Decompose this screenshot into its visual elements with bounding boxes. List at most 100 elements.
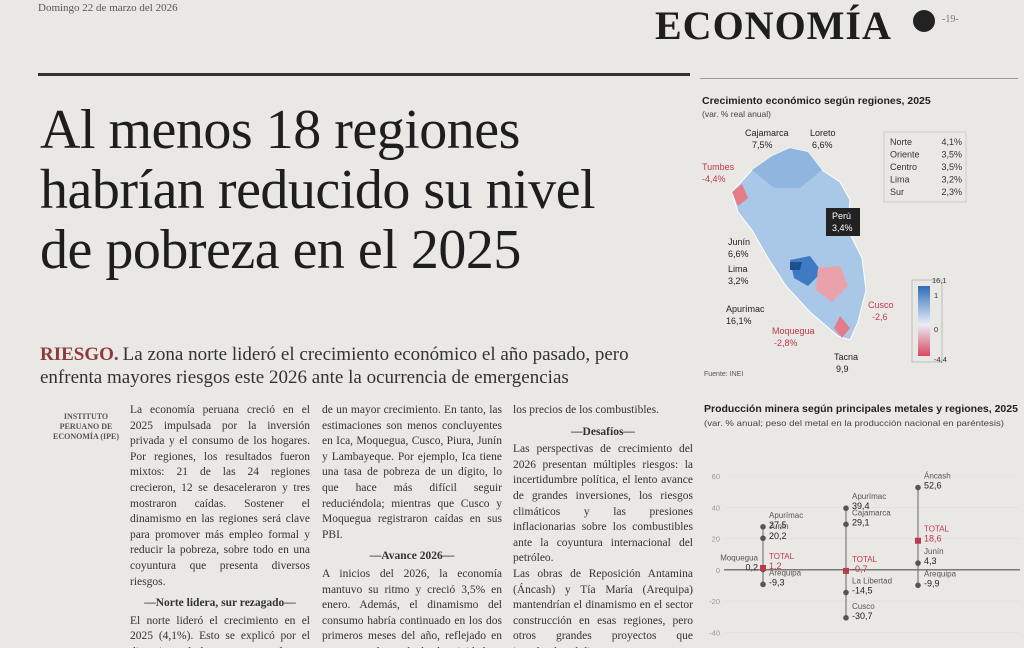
point	[915, 560, 921, 566]
mining-chart: (var. % anual; peso del metal en la prod…	[704, 418, 1020, 637]
value-label: 29,1	[852, 517, 870, 527]
region-name: Moquegua	[772, 326, 815, 336]
zone-value: 4,1%	[941, 137, 962, 147]
region-value: 6,6%	[812, 140, 833, 150]
point-label: Áncash	[924, 472, 951, 481]
date: Domingo 22 de marzo del 2026	[38, 2, 178, 14]
point	[843, 589, 849, 596]
value-label: 4,3	[924, 556, 937, 566]
map-title: Crecimiento económico según regiones, 20…	[702, 95, 931, 107]
region-value: 6,6%	[728, 249, 749, 259]
region-name: Tumbes	[702, 162, 735, 172]
value-label: -14,5	[852, 585, 873, 595]
kicker: RIESGO.	[40, 344, 119, 365]
page-number: -19-	[942, 14, 959, 25]
value-label: 1,2	[769, 561, 782, 571]
total-point	[843, 567, 849, 574]
scale-box	[911, 279, 943, 363]
paragraph: los precios de los combustibles.	[513, 404, 659, 416]
point	[760, 524, 766, 530]
scale-label: 1	[934, 291, 938, 300]
region-name: Apurímac	[726, 304, 765, 314]
scale-label: 16,1	[932, 276, 947, 285]
region-name: Cajamarca	[745, 128, 789, 138]
map-region	[834, 316, 850, 338]
region-value: 3,4%	[832, 223, 853, 233]
subheading: —Norte lidera, sur rezagado—	[144, 597, 296, 610]
value-label: 27,5	[769, 520, 787, 530]
point	[760, 581, 766, 588]
country-box	[826, 208, 860, 236]
subheading: —Desafíos—	[571, 425, 635, 438]
point-label: La Libertad	[852, 576, 892, 585]
point-label: Apurímac	[852, 492, 886, 501]
map	[731, 147, 867, 341]
zone-table	[883, 131, 967, 203]
chart-subtitle: (var. % anual; peso del metal en la prod…	[704, 418, 1004, 428]
paragraph: El norte lideró el crecimiento en el 202…	[130, 614, 310, 648]
point-label: TOTAL	[852, 555, 878, 564]
column: La economía peruana creció en el 2025 im…	[130, 403, 310, 648]
value-label: -9,9	[924, 578, 940, 588]
y-tick-label: 20	[712, 535, 720, 544]
value-label: -0,7	[852, 564, 868, 574]
paragraph: Las obras de Reposición Antamina (Áncash…	[513, 567, 693, 648]
region-name: Junín	[728, 237, 750, 247]
y-tick-label: 0	[716, 566, 720, 575]
y-tick-label: 60	[712, 472, 720, 481]
map-region	[732, 184, 748, 206]
paragraph: A inicios del 2026, la economía mantuvo …	[322, 567, 502, 648]
headline: Al menos 18 regiones	[40, 99, 520, 161]
point-label: Cajamarca	[852, 508, 891, 517]
section-title: ECONOMÍA	[655, 3, 892, 48]
paragraph: Las perspectivas de crecimiento del 2026…	[513, 443, 693, 565]
point-label: Arequipa	[769, 568, 802, 577]
infographic: Crecimiento económico según regiones, 20…	[702, 95, 1020, 637]
point-label: Junín	[769, 522, 789, 531]
column: los precios de los combustibles. —Desafío…	[513, 403, 693, 648]
point	[843, 521, 849, 528]
headline: de pobreza en el 2025	[40, 219, 521, 281]
zone-value: 3,5%	[941, 162, 962, 172]
value-label: 0,2	[745, 563, 758, 573]
zone-name: Norte	[890, 137, 912, 147]
total-point	[915, 537, 921, 544]
region-name: Tacna	[834, 352, 858, 362]
point-label: Moquegua	[720, 554, 758, 563]
region-value: 16,1%	[726, 316, 752, 326]
rule	[38, 73, 690, 76]
point-label: TOTAL	[924, 525, 950, 534]
point-label: Cusco	[852, 602, 875, 611]
zone-name: Sur	[890, 187, 904, 197]
scale-label: -4,4	[934, 355, 947, 364]
region-value: -2,8%	[774, 338, 798, 348]
zone-name: Centro	[890, 162, 917, 172]
point-label: TOTAL	[769, 552, 795, 561]
logo	[913, 10, 935, 32]
byline: INSTITUTO PERUANO DE ECONOMÍA (IPE)	[53, 412, 119, 441]
region-value: 9,9	[836, 364, 849, 374]
source: Fuente: INEI	[704, 371, 743, 378]
y-tick-label: 40	[712, 503, 720, 512]
chart-title: Producción minera según principales meta…	[704, 403, 1018, 415]
subheading: —Avance 2026—	[369, 550, 455, 563]
scale-bar	[918, 286, 930, 356]
value-label: -30,7	[852, 611, 873, 621]
region-value: -4,4%	[702, 174, 726, 184]
deck: RIESGO. La zona norte lideró el crecimien…	[40, 343, 690, 389]
map-region	[752, 148, 822, 188]
scale-label: 0	[934, 325, 938, 334]
value-label: 52,6	[924, 481, 942, 491]
map-subtitle: (var. % real anual)	[702, 109, 771, 119]
region-value: -2,6	[872, 312, 888, 322]
column: de un mayor crecimiento. En tanto, las e…	[322, 403, 502, 648]
paragraph: de un mayor crecimiento. En tanto, las e…	[322, 404, 502, 541]
rule	[700, 78, 1018, 79]
map-region	[816, 266, 848, 302]
headline: habrían reducido su nivel	[40, 159, 596, 221]
zone-name: Lima	[890, 175, 910, 185]
region-value: 7,5%	[752, 140, 773, 150]
y-tick-label: -20	[709, 597, 720, 606]
